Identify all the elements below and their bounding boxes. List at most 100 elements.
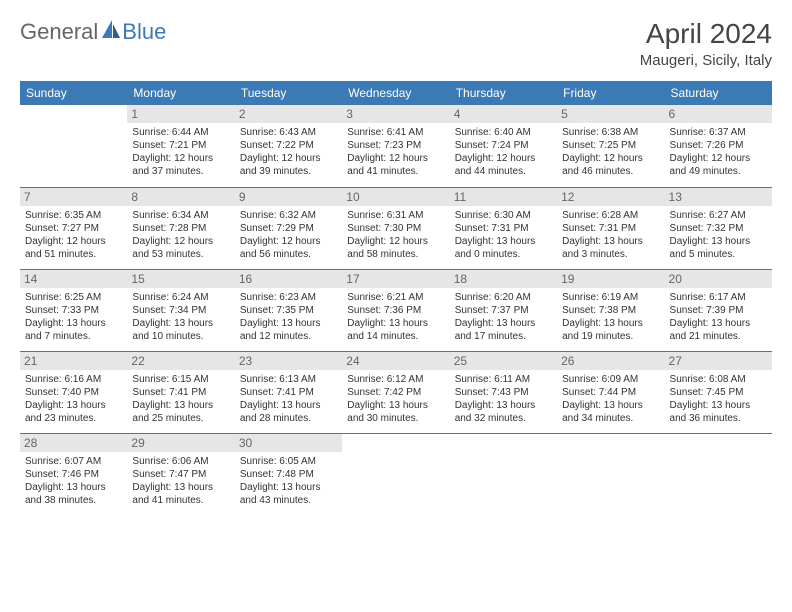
logo: General Blue <box>20 18 166 45</box>
day-number: 2 <box>235 105 342 123</box>
weekday-header: Friday <box>557 81 664 105</box>
day-number: 30 <box>235 434 342 452</box>
calendar-day-cell: 3 Sunrise: 6:41 AMSunset: 7:23 PMDaylight… <box>342 105 449 187</box>
day-details: Sunrise: 6:38 AMSunset: 7:25 PMDaylight:… <box>562 126 659 178</box>
calendar-day-cell: 21 Sunrise: 6:16 AMSunset: 7:40 PMDayligh… <box>20 351 127 433</box>
day-number: 4 <box>450 105 557 123</box>
day-number: 14 <box>20 270 127 288</box>
calendar-day-cell: 23 Sunrise: 6:13 AMSunset: 7:41 PMDayligh… <box>235 351 342 433</box>
day-number: 23 <box>235 352 342 370</box>
location: Maugeri, Sicily, Italy <box>640 52 772 69</box>
day-details: Sunrise: 6:27 AMSunset: 7:32 PMDaylight:… <box>670 209 767 261</box>
calendar-day-cell: . <box>557 433 664 515</box>
day-number: 16 <box>235 270 342 288</box>
day-number: 12 <box>557 188 664 206</box>
day-details: Sunrise: 6:28 AMSunset: 7:31 PMDaylight:… <box>562 209 659 261</box>
day-details: Sunrise: 6:09 AMSunset: 7:44 PMDaylight:… <box>562 373 659 425</box>
weekday-header: Saturday <box>665 81 772 105</box>
day-details: Sunrise: 6:35 AMSunset: 7:27 PMDaylight:… <box>25 209 122 261</box>
day-number: 26 <box>557 352 664 370</box>
calendar-day-cell: 1 Sunrise: 6:44 AMSunset: 7:21 PMDaylight… <box>127 105 234 187</box>
day-number: 8 <box>127 188 234 206</box>
title-block: April 2024 Maugeri, Sicily, Italy <box>640 18 772 69</box>
weekday-header: Thursday <box>450 81 557 105</box>
day-details: Sunrise: 6:43 AMSunset: 7:22 PMDaylight:… <box>240 126 337 178</box>
day-number: 20 <box>665 270 772 288</box>
calendar-day-cell: 20 Sunrise: 6:17 AMSunset: 7:39 PMDayligh… <box>665 269 772 351</box>
calendar-day-cell: 2 Sunrise: 6:43 AMSunset: 7:22 PMDaylight… <box>235 105 342 187</box>
weekday-header: Sunday <box>20 81 127 105</box>
day-number: 18 <box>450 270 557 288</box>
day-number: 29 <box>127 434 234 452</box>
month-title: April 2024 <box>640 18 772 50</box>
day-number: 24 <box>342 352 449 370</box>
day-details: Sunrise: 6:11 AMSunset: 7:43 PMDaylight:… <box>455 373 552 425</box>
day-details: Sunrise: 6:08 AMSunset: 7:45 PMDaylight:… <box>670 373 767 425</box>
day-details: Sunrise: 6:07 AMSunset: 7:46 PMDaylight:… <box>25 455 122 507</box>
calendar-day-cell: 30Sunrise: 6:05 AMSunset: 7:48 PMDayligh… <box>235 433 342 515</box>
calendar-day-cell: 22 Sunrise: 6:15 AMSunset: 7:41 PMDayligh… <box>127 351 234 433</box>
day-number: 21 <box>20 352 127 370</box>
calendar-table: Sunday Monday Tuesday Wednesday Thursday… <box>20 81 772 515</box>
day-details: Sunrise: 6:34 AMSunset: 7:28 PMDaylight:… <box>132 209 229 261</box>
calendar-week-row: 28 Sunrise: 6:07 AMSunset: 7:46 PMDayligh… <box>20 433 772 515</box>
day-number: 25 <box>450 352 557 370</box>
calendar-day-cell: 4Sunrise: 6:40 AMSunset: 7:24 PMDaylight… <box>450 105 557 187</box>
header: General Blue April 2024 Maugeri, Sicily,… <box>20 18 772 69</box>
day-details: Sunrise: 6:44 AMSunset: 7:21 PMDaylight:… <box>132 126 229 178</box>
calendar-week-row: .1 Sunrise: 6:44 AMSunset: 7:21 PMDayligh… <box>20 105 772 187</box>
day-number: 15 <box>127 270 234 288</box>
day-details: Sunrise: 6:13 AMSunset: 7:41 PMDaylight:… <box>240 373 337 425</box>
calendar-day-cell: 12 Sunrise: 6:28 AMSunset: 7:31 PMDayligh… <box>557 187 664 269</box>
logo-text-blue: Blue <box>122 19 166 45</box>
calendar-week-row: 21 Sunrise: 6:16 AMSunset: 7:40 PMDayligh… <box>20 351 772 433</box>
day-number: 10 <box>342 188 449 206</box>
calendar-day-cell: 17 Sunrise: 6:21 AMSunset: 7:36 PMDayligh… <box>342 269 449 351</box>
day-number: 27 <box>665 352 772 370</box>
day-number: 13 <box>665 188 772 206</box>
day-details: Sunrise: 6:21 AMSunset: 7:36 PMDaylight:… <box>347 291 444 343</box>
calendar-day-cell: 26 Sunrise: 6:09 AMSunset: 7:44 PMDayligh… <box>557 351 664 433</box>
day-details: Sunrise: 6:25 AMSunset: 7:33 PMDaylight:… <box>25 291 122 343</box>
calendar-day-cell: 25 Sunrise: 6:11 AMSunset: 7:43 PMDayligh… <box>450 351 557 433</box>
day-number: 28 <box>20 434 127 452</box>
calendar-day-cell: 14 Sunrise: 6:25 AMSunset: 7:33 PMDayligh… <box>20 269 127 351</box>
calendar-day-cell: . <box>450 433 557 515</box>
day-details: Sunrise: 6:19 AMSunset: 7:38 PMDaylight:… <box>562 291 659 343</box>
calendar-day-cell: 10Sunrise: 6:31 AMSunset: 7:30 PMDayligh… <box>342 187 449 269</box>
day-details: Sunrise: 6:15 AMSunset: 7:41 PMDaylight:… <box>132 373 229 425</box>
day-number: 9 <box>235 188 342 206</box>
weekday-header: Monday <box>127 81 234 105</box>
day-details: Sunrise: 6:20 AMSunset: 7:37 PMDaylight:… <box>455 291 552 343</box>
day-number: 22 <box>127 352 234 370</box>
day-number: 17 <box>342 270 449 288</box>
calendar-day-cell: 28 Sunrise: 6:07 AMSunset: 7:46 PMDayligh… <box>20 433 127 515</box>
calendar-day-cell: . <box>665 433 772 515</box>
calendar-day-cell: 29 Sunrise: 6:06 AMSunset: 7:47 PMDayligh… <box>127 433 234 515</box>
day-number: 1 <box>127 105 234 123</box>
calendar-day-cell: 5 Sunrise: 6:38 AMSunset: 7:25 PMDaylight… <box>557 105 664 187</box>
day-number: 3 <box>342 105 449 123</box>
calendar-day-cell: 8 Sunrise: 6:34 AMSunset: 7:28 PMDaylight… <box>127 187 234 269</box>
calendar-day-cell: 13 Sunrise: 6:27 AMSunset: 7:32 PMDayligh… <box>665 187 772 269</box>
calendar-day-cell: 24Sunrise: 6:12 AMSunset: 7:42 PMDayligh… <box>342 351 449 433</box>
day-number: 11 <box>450 188 557 206</box>
day-details: Sunrise: 6:24 AMSunset: 7:34 PMDaylight:… <box>132 291 229 343</box>
calendar-day-cell: 16 Sunrise: 6:23 AMSunset: 7:35 PMDayligh… <box>235 269 342 351</box>
calendar-day-cell: 15 Sunrise: 6:24 AMSunset: 7:34 PMDayligh… <box>127 269 234 351</box>
calendar-day-cell: 7Sunrise: 6:35 AMSunset: 7:27 PMDaylight… <box>20 187 127 269</box>
logo-text-general: General <box>20 19 98 45</box>
day-number: 5 <box>557 105 664 123</box>
day-details: Sunrise: 6:16 AMSunset: 7:40 PMDaylight:… <box>25 373 122 425</box>
calendar-day-cell: 27 Sunrise: 6:08 AMSunset: 7:45 PMDayligh… <box>665 351 772 433</box>
day-details: Sunrise: 6:06 AMSunset: 7:47 PMDaylight:… <box>132 455 229 507</box>
day-details: Sunrise: 6:17 AMSunset: 7:39 PMDaylight:… <box>670 291 767 343</box>
calendar-day-cell: 9Sunrise: 6:32 AMSunset: 7:29 PMDaylight… <box>235 187 342 269</box>
day-details: Sunrise: 6:41 AMSunset: 7:23 PMDaylight:… <box>347 126 444 178</box>
day-details: Sunrise: 6:37 AMSunset: 7:26 PMDaylight:… <box>670 126 767 178</box>
day-details: Sunrise: 6:23 AMSunset: 7:35 PMDaylight:… <box>240 291 337 343</box>
weekday-header-row: Sunday Monday Tuesday Wednesday Thursday… <box>20 81 772 105</box>
calendar-day-cell: . <box>20 105 127 187</box>
weekday-header: Wednesday <box>342 81 449 105</box>
day-number: 19 <box>557 270 664 288</box>
